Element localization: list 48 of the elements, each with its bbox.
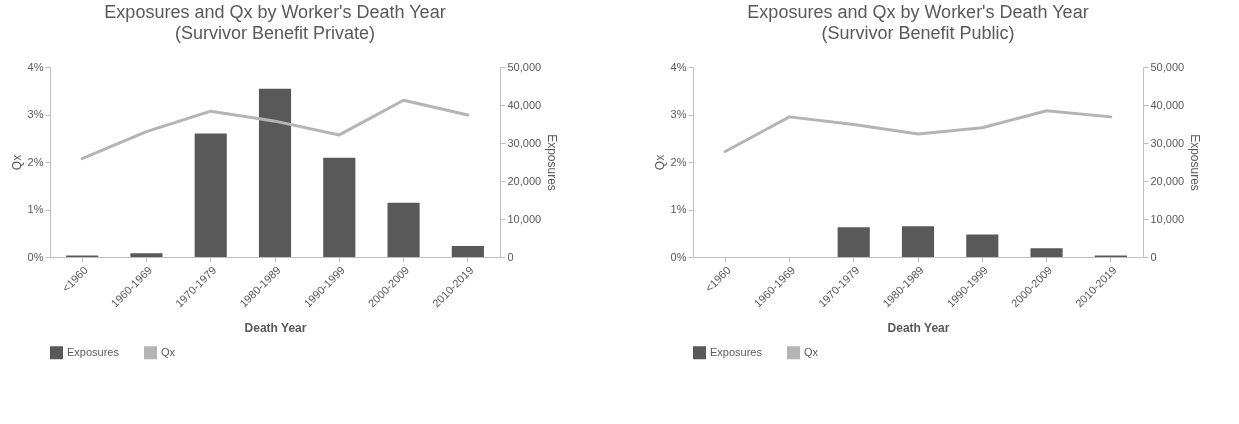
y2-tick-label: 50,000 xyxy=(1150,60,1185,73)
chart-subtitle: (Survivor Benefit Private) xyxy=(174,23,376,43)
legend-label: Qx xyxy=(161,345,176,358)
y2-tick-label: 20,000 xyxy=(1150,174,1185,187)
chart-subtitle: (Survivor Benefit Public) xyxy=(821,23,1015,43)
y-tick-label: 0% xyxy=(670,250,687,263)
y-tick-label: 4% xyxy=(27,60,44,73)
y-tick-label: 3% xyxy=(27,108,44,120)
y2-tick-label: 0 xyxy=(507,250,514,263)
y2-tick-label: 40,000 xyxy=(507,98,542,111)
bar xyxy=(323,157,356,257)
bar xyxy=(451,245,484,257)
bar xyxy=(194,133,227,257)
y2-tick-label: 10,000 xyxy=(507,212,542,225)
y2-tick-label: 30,000 xyxy=(1150,136,1185,149)
y-axis-title: Qx xyxy=(9,154,24,171)
y2-tick-label: 0 xyxy=(1150,250,1157,263)
bar xyxy=(130,253,163,257)
bar xyxy=(387,202,420,257)
bar xyxy=(966,234,999,257)
y2-axis-title: Exposures xyxy=(1188,134,1203,191)
y2-tick-label: 30,000 xyxy=(507,136,542,149)
y2-tick-label: 50,000 xyxy=(507,60,542,73)
chart-title: Exposures and Qx by Worker's Death Year xyxy=(104,2,446,22)
chart-title: Exposures and Qx by Worker's Death Year xyxy=(747,2,1089,22)
y2-tick-label: 20,000 xyxy=(507,174,542,187)
bar xyxy=(1030,248,1063,257)
y2-tick-label: 10,000 xyxy=(1150,212,1185,225)
y-tick-label: 1% xyxy=(27,203,44,215)
y-tick-label: 2% xyxy=(27,155,44,168)
legend-label: Exposures xyxy=(67,345,120,358)
bar xyxy=(837,227,870,257)
legend-label: Exposures xyxy=(710,345,763,358)
y-tick-label: 1% xyxy=(670,203,687,215)
legend-label: Qx xyxy=(804,345,819,358)
y-tick-label: 4% xyxy=(670,60,687,73)
bar xyxy=(258,88,292,257)
x-axis-title: Death Year xyxy=(244,321,307,336)
y2-tick-label: 40,000 xyxy=(1150,98,1185,111)
line-series xyxy=(80,98,470,161)
bar xyxy=(901,226,935,257)
x-axis-title: Death Year xyxy=(887,321,950,336)
y-axis-title: Qx xyxy=(652,154,667,171)
y2-axis-title: Exposures xyxy=(545,134,560,191)
line-series xyxy=(723,109,1113,154)
y-tick-label: 3% xyxy=(670,108,687,120)
y-tick-label: 0% xyxy=(27,250,44,263)
y-tick-label: 2% xyxy=(670,155,687,168)
